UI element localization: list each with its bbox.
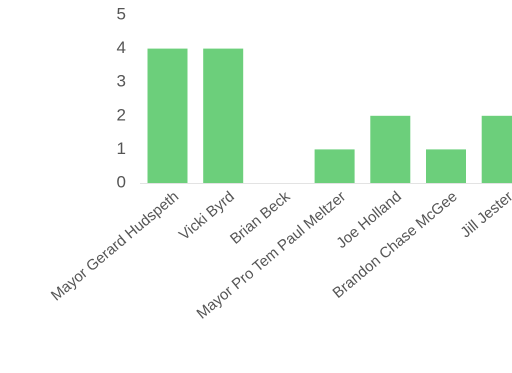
x-tick-label: Jill Jester [457,188,512,241]
y-tick-label: 1 [117,139,126,158]
y-tick-label: 4 [117,38,126,57]
y-tick-label: 0 [117,172,126,191]
y-axis-ticks: 0 1 2 3 4 5 [117,4,126,191]
bar [426,149,466,183]
bar [370,115,411,183]
bar [481,115,512,183]
bar [147,48,188,183]
y-tick-label: 2 [117,105,126,124]
bars [147,48,512,183]
y-tick-label: 3 [117,72,126,91]
y-tick-label: 5 [117,4,126,23]
bar [203,48,244,183]
x-tick-label: Mayor Gerard Hudspeth [48,188,182,304]
bar [314,149,355,183]
